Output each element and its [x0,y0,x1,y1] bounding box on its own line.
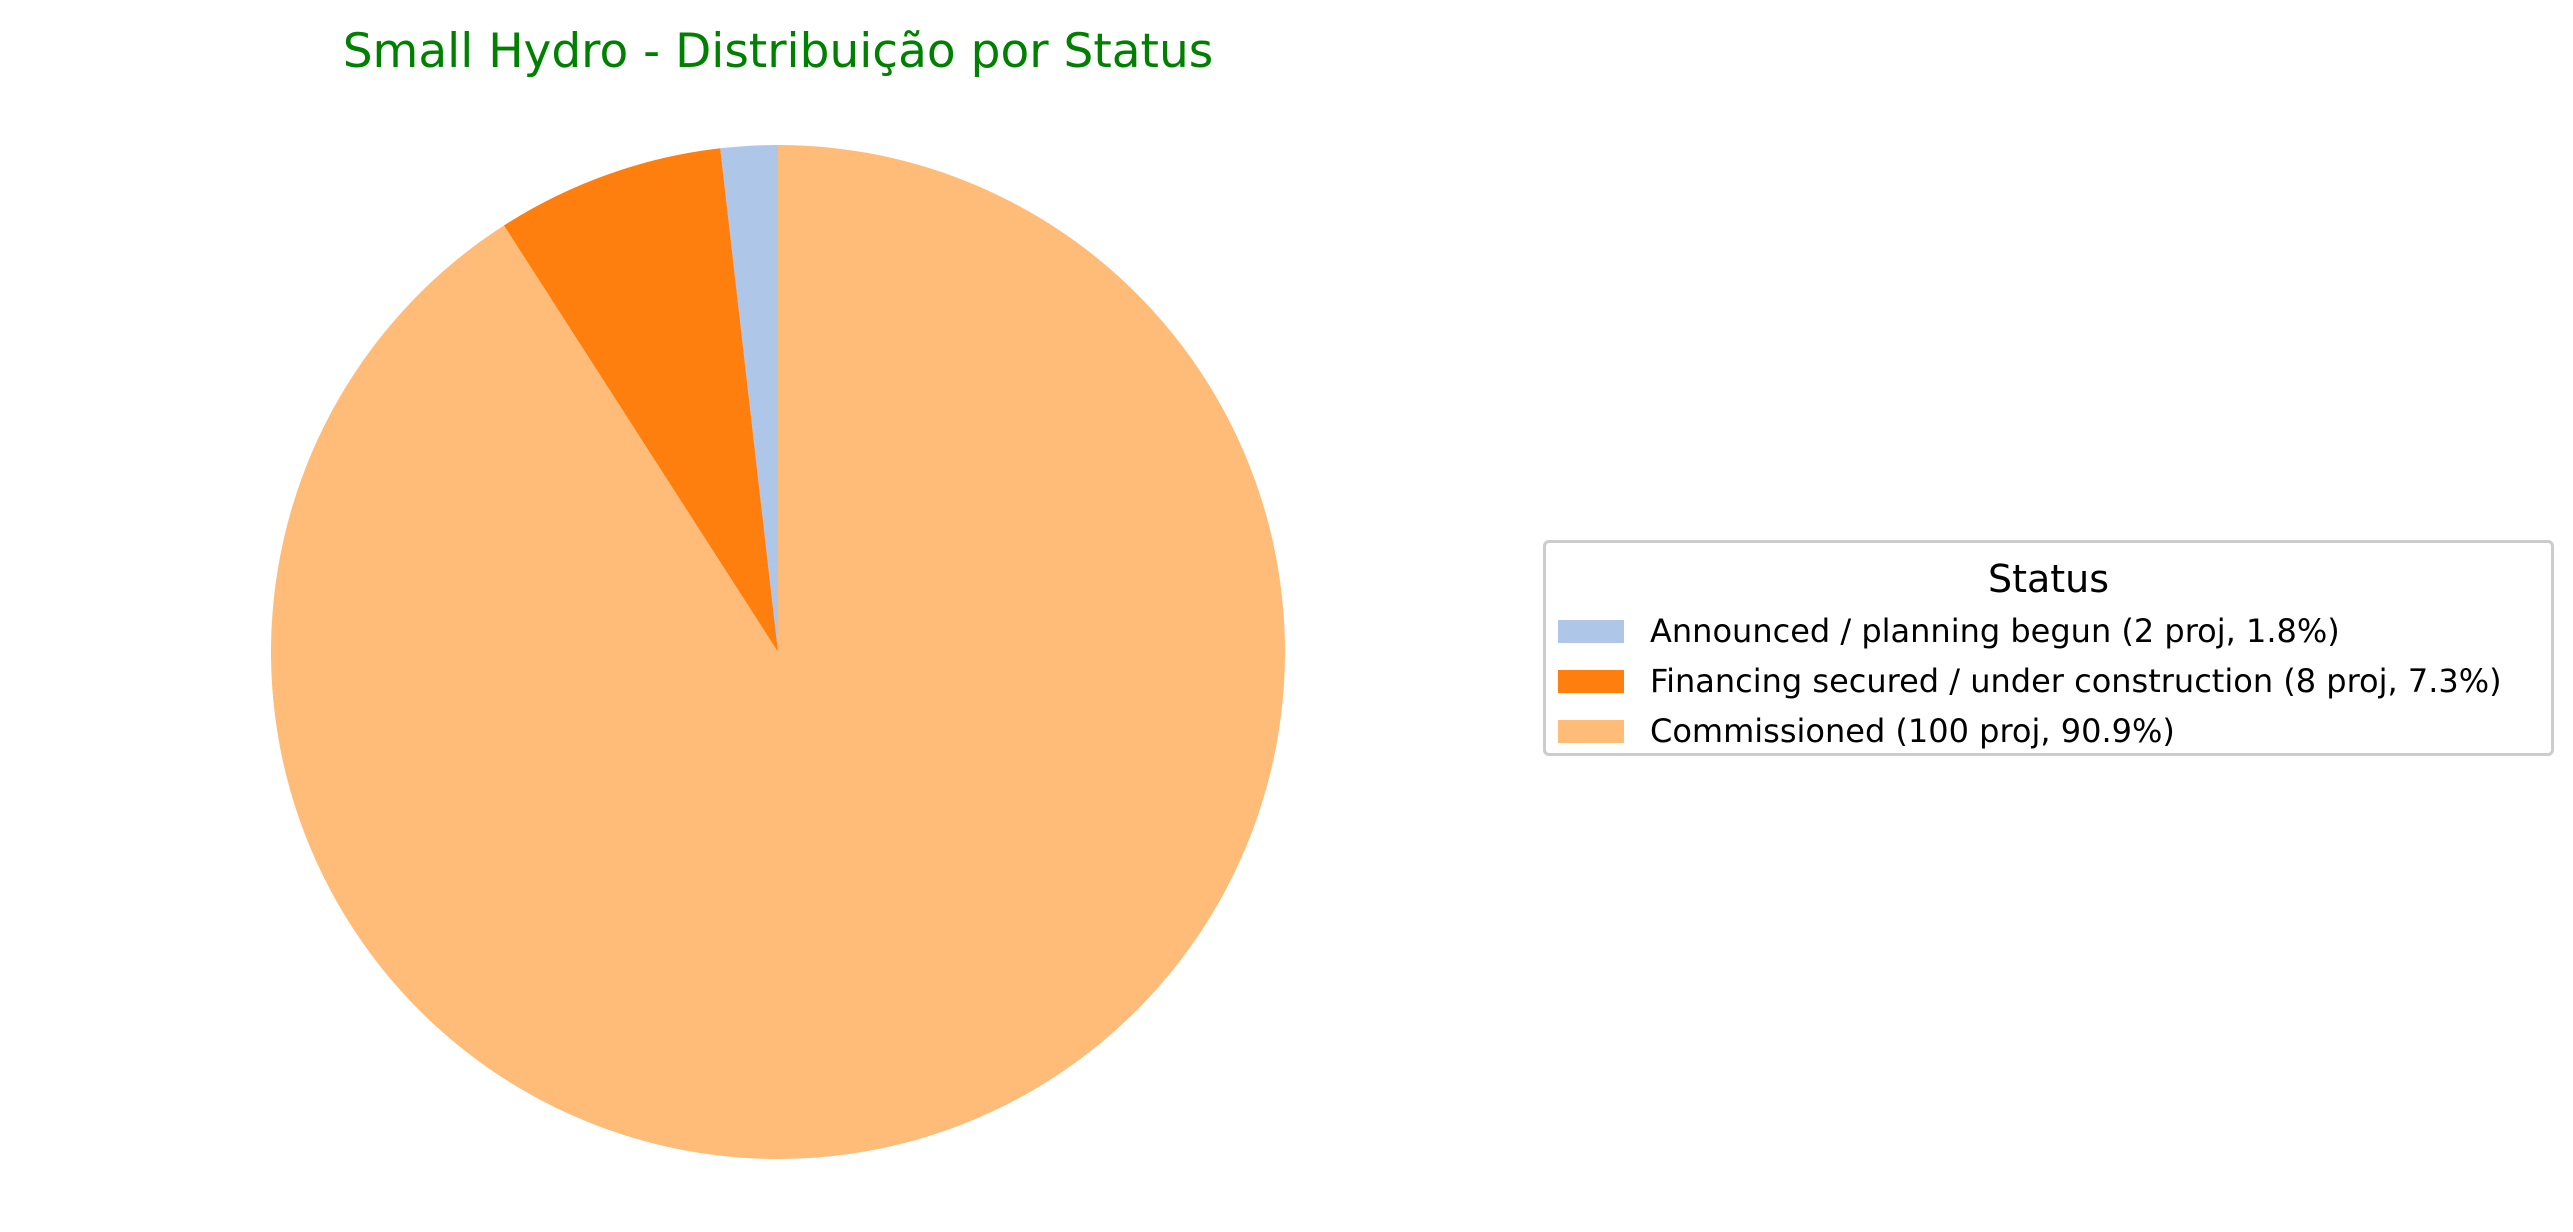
legend-swatch [1558,619,1624,643]
chart-title: Small Hydro - Distribuição por Status [342,24,1214,79]
legend-label: Announced / planning begun (2 proj, 1.8%… [1650,612,2340,650]
pie-slice-1 [720,145,778,652]
legend-item: Announced / planning begun (2 proj, 1.8%… [1558,609,2340,653]
legend-swatch [1558,719,1624,743]
pie-slice-2 [503,148,778,653]
pie-slice-3 [270,145,1285,1159]
legend-title: Status [1987,557,2110,601]
legend-item: Commissioned (100 proj, 90.9%) [1558,709,2175,753]
legend: Status Announced / planning begun (2 pro… [1543,540,2554,756]
legend-label: Financing secured / under construction (… [1650,662,2502,700]
legend-item: Financing secured / under construction (… [1558,659,2502,703]
legend-swatch [1558,669,1624,693]
legend-label: Commissioned (100 proj, 90.9%) [1650,712,2175,750]
pie-chart [270,145,1285,1159]
